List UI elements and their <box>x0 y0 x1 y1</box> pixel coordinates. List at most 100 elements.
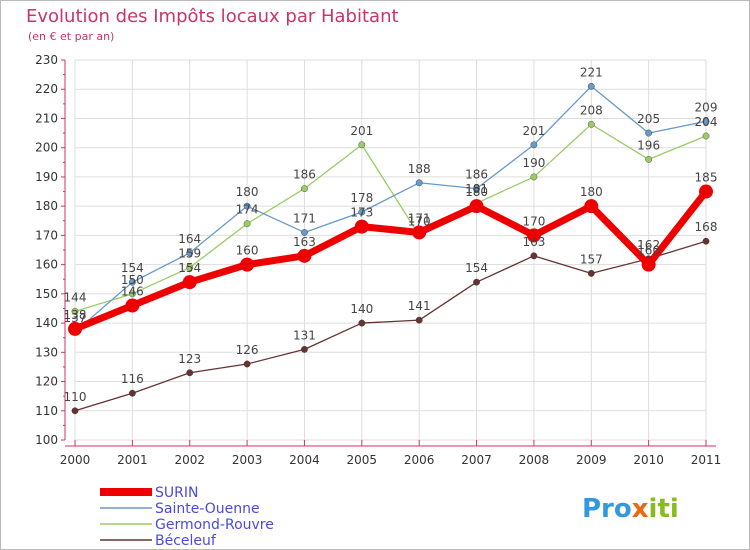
legend-label: SURIN <box>155 485 198 501</box>
data-point <box>297 248 312 263</box>
data-label: 174 <box>236 203 259 217</box>
data-point <box>125 298 140 313</box>
series-line-SURIN <box>73 189 709 333</box>
data-point <box>699 184 713 199</box>
data-label: 185 <box>695 171 718 185</box>
data-label: 116 <box>121 372 144 386</box>
data-point <box>358 208 366 216</box>
x-tick-label: 2001 <box>117 453 148 467</box>
y-tick-label: 130 <box>35 345 58 359</box>
x-tick-label: 2006 <box>404 453 435 467</box>
data-label: 144 <box>64 290 87 304</box>
data-point <box>301 185 308 193</box>
data-point <box>469 199 484 214</box>
data-point <box>243 220 251 228</box>
legend-label: Sainte-Ouenne <box>155 501 260 517</box>
data-point <box>645 155 653 163</box>
data-label: 196 <box>637 138 660 152</box>
data-point <box>412 225 427 240</box>
data-point <box>71 307 79 315</box>
data-label: 154 <box>121 261 144 275</box>
data-label: 164 <box>178 232 201 246</box>
data-label: 173 <box>350 206 373 220</box>
data-point <box>587 82 595 90</box>
data-label: 146 <box>121 285 144 299</box>
x-tick-label: 2008 <box>519 453 550 467</box>
data-point <box>128 278 136 286</box>
proxiti-logo: Proxiti <box>582 494 679 524</box>
data-label: 110 <box>64 390 87 404</box>
data-point <box>68 321 82 336</box>
data-label: 162 <box>637 238 660 252</box>
y-tick-label: 180 <box>35 199 58 213</box>
y-tick-label: 100 <box>35 433 58 447</box>
series-line-Germond-Rouvre <box>74 123 707 313</box>
data-point <box>301 345 308 353</box>
data-label: 141 <box>408 299 431 313</box>
data-point <box>301 229 308 236</box>
data-point <box>358 141 366 149</box>
data-label: 186 <box>293 168 316 182</box>
y-tick-label: 140 <box>35 316 58 330</box>
x-tick-label: 2005 <box>347 453 378 467</box>
y-tick-label: 230 <box>35 53 58 67</box>
data-point <box>530 173 538 181</box>
data-label: 171 <box>293 211 316 225</box>
x-tick-label: 2009 <box>576 453 607 467</box>
y-tick-label: 150 <box>35 287 58 301</box>
legend-label: Béceleuf <box>155 533 217 549</box>
grid <box>74 59 707 441</box>
x-tick-label: 2007 <box>461 453 492 467</box>
data-point <box>473 185 480 193</box>
data-label: 160 <box>236 244 259 258</box>
logo-part-2: x <box>632 494 649 524</box>
data-label: 201 <box>350 124 373 138</box>
x-tick-label: 2002 <box>174 453 205 467</box>
y-tick-label: 220 <box>35 82 58 96</box>
data-point <box>587 269 595 277</box>
data-label: 160 <box>637 244 660 258</box>
data-label: 170 <box>408 214 431 228</box>
data-point <box>584 199 599 214</box>
data-point <box>530 141 538 149</box>
data-point <box>587 120 595 128</box>
data-point <box>358 319 366 327</box>
data-label: 137 <box>64 311 87 325</box>
data-label: 188 <box>408 162 431 176</box>
chart-title: Evolution des Impôts locaux par Habitant <box>26 6 399 27</box>
y-tick-label: 210 <box>35 111 58 125</box>
data-label: 180 <box>236 185 259 199</box>
data-point <box>526 228 541 243</box>
data-label: 221 <box>580 65 603 79</box>
x-tick-label: 2003 <box>232 453 263 467</box>
data-point <box>128 389 136 397</box>
data-point <box>186 369 194 377</box>
data-label: 140 <box>350 302 373 316</box>
data-label: 186 <box>465 168 488 182</box>
data-point <box>473 278 480 286</box>
data-label: 170 <box>522 214 545 228</box>
chart-subtitle: (en € et par an) <box>28 30 114 43</box>
data-label: 205 <box>637 112 660 126</box>
data-point <box>186 249 194 257</box>
data-point <box>186 264 194 271</box>
x-tick-label: 2000 <box>60 453 91 467</box>
data-label: 201 <box>522 124 545 138</box>
y-tick-label: 170 <box>35 228 58 242</box>
data-label: 171 <box>408 211 431 225</box>
data-label: 150 <box>121 273 144 287</box>
data-point <box>243 360 251 368</box>
data-label: 159 <box>178 247 201 261</box>
data-point <box>243 202 251 210</box>
data-label: 180 <box>465 185 488 199</box>
series-group <box>68 82 713 415</box>
data-point <box>354 219 369 234</box>
x-tick-label: 2011 <box>691 453 722 467</box>
data-point <box>530 252 538 260</box>
series-line-Béceleuf <box>74 240 707 412</box>
data-point <box>128 290 136 298</box>
data-label: 180 <box>580 185 603 199</box>
series-line-Sainte-Ouenne <box>74 85 707 333</box>
